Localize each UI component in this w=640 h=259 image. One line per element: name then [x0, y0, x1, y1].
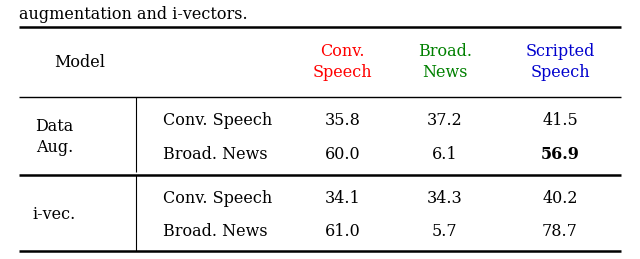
- Text: Broad.
News: Broad. News: [418, 43, 472, 81]
- Text: 6.1: 6.1: [432, 146, 458, 163]
- Text: 37.2: 37.2: [427, 112, 463, 129]
- Text: 40.2: 40.2: [542, 190, 578, 207]
- Text: Scripted
Speech: Scripted Speech: [525, 43, 595, 81]
- Text: Broad. News: Broad. News: [163, 146, 268, 163]
- Text: Conv. Speech: Conv. Speech: [163, 112, 273, 129]
- Text: Data
Aug.: Data Aug.: [35, 118, 74, 156]
- Text: 56.9: 56.9: [541, 146, 579, 163]
- Text: 34.3: 34.3: [427, 190, 463, 207]
- Text: i-vec.: i-vec.: [33, 206, 76, 224]
- Text: 78.7: 78.7: [542, 223, 578, 240]
- Text: 60.0: 60.0: [324, 146, 360, 163]
- Text: 41.5: 41.5: [542, 112, 578, 129]
- Text: Conv. Speech: Conv. Speech: [163, 190, 273, 207]
- Text: 61.0: 61.0: [324, 223, 360, 240]
- Text: Model: Model: [54, 54, 106, 71]
- Text: 5.7: 5.7: [432, 223, 458, 240]
- Text: augmentation and i-vectors.: augmentation and i-vectors.: [19, 6, 248, 24]
- Text: 35.8: 35.8: [324, 112, 360, 129]
- Text: Conv.
Speech: Conv. Speech: [312, 43, 372, 81]
- Text: 34.1: 34.1: [324, 190, 360, 207]
- Text: Broad. News: Broad. News: [163, 223, 268, 240]
